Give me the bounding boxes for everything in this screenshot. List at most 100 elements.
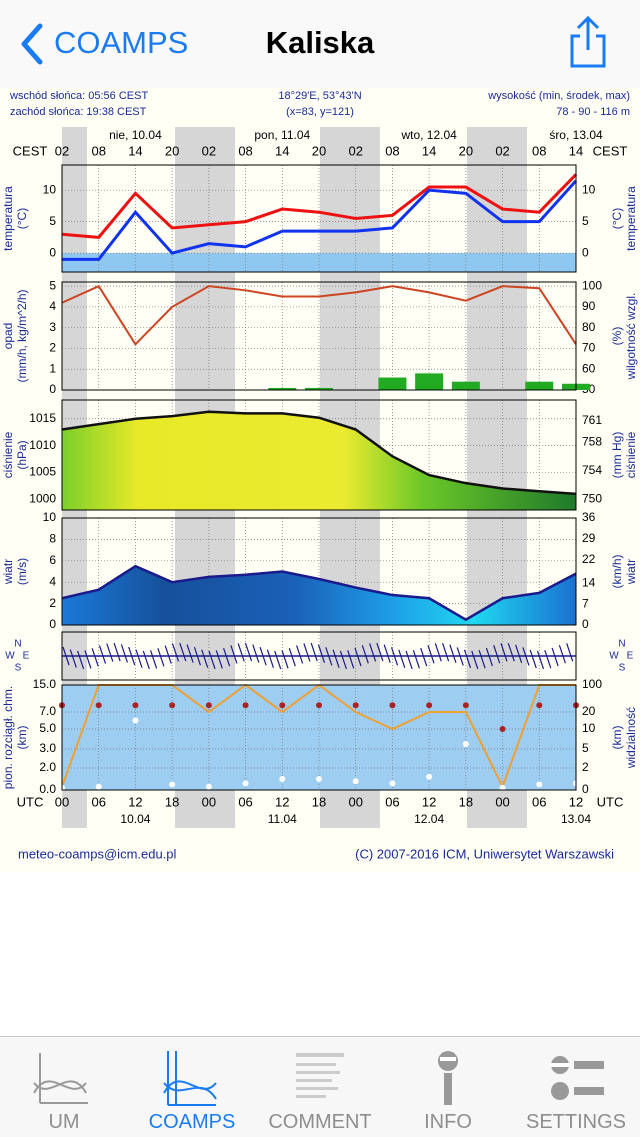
meteogram: wschód słońca: 05:56 CEST zachód słońca: … <box>0 88 640 872</box>
cest-hour: 08 <box>91 143 105 158</box>
wind-arrow <box>412 650 420 669</box>
dot <box>95 783 102 790</box>
utc-label: UTC <box>597 794 624 809</box>
y-tick-label: 6 <box>49 553 56 567</box>
wind-arrow <box>98 645 107 664</box>
dot <box>499 784 506 791</box>
right-axis-title: wiatr <box>624 559 638 585</box>
compass-letter: E <box>23 651 30 662</box>
tab-label[interactable]: COAMPS <box>148 1111 236 1133</box>
y-tick-label: 2 <box>49 596 56 610</box>
wind-arrow <box>252 644 260 663</box>
day-top: śro, 13.04 <box>549 128 603 142</box>
coords: 18°29'E, 53°43'N <box>278 90 361 102</box>
y2-tick-label: 2 <box>582 760 589 774</box>
utc-hour: 06 <box>91 794 105 809</box>
tab-label[interactable]: INFO <box>424 1111 472 1133</box>
day-bottom: 13.04 <box>561 812 591 826</box>
y-tick-label: 8 <box>49 532 56 546</box>
utc-hour: 12 <box>275 794 289 809</box>
panel-frame <box>61 281 577 391</box>
wind-arrow <box>566 643 574 662</box>
sunset: zachód słońca: 19:38 CEST <box>10 106 147 118</box>
dot <box>95 702 102 709</box>
share-button[interactable] <box>566 14 610 70</box>
dot <box>536 781 543 788</box>
y-tick-label: 1005 <box>29 465 56 479</box>
wind-arrow <box>405 650 413 670</box>
compass-letter: S <box>15 663 22 674</box>
compass-letter: W <box>609 651 619 662</box>
y-tick-label: 0 <box>49 245 56 259</box>
wind-arrow <box>369 643 377 662</box>
series-line <box>61 564 577 622</box>
left-axis-title: wiatr <box>1 559 15 585</box>
precip-bar <box>525 381 554 390</box>
day-top: nie, 10.04 <box>109 128 162 142</box>
dot <box>426 773 433 780</box>
utc-hour: 18 <box>459 794 473 809</box>
y-tick-label: 0 <box>49 617 56 631</box>
wind-arrow <box>310 642 318 662</box>
wind-arrow <box>420 647 428 667</box>
y2-tick-label: 20 <box>582 704 596 718</box>
y-tick-label: 4 <box>49 299 56 313</box>
utc-hour: 00 <box>495 794 509 809</box>
right-axis-title: ciśnienie <box>624 431 638 478</box>
utc-hour: 06 <box>532 794 546 809</box>
cest-hour: 20 <box>312 143 326 158</box>
wind-arrow <box>113 642 121 662</box>
wind-arrow <box>558 644 566 664</box>
y-tick-label: 10 <box>43 510 57 524</box>
wind-arrow <box>478 650 486 669</box>
series-line <box>62 179 578 261</box>
wind-arrow <box>215 650 223 669</box>
below-zero-fill <box>62 253 576 272</box>
y-tick-label: 3 <box>49 320 56 334</box>
y-tick-label: 0.0 <box>39 782 56 796</box>
left-axis-title: (°C) <box>15 208 29 229</box>
wind-arrow <box>164 645 172 664</box>
wind-arrow <box>91 648 99 667</box>
utc-hour: 18 <box>165 794 179 809</box>
cest-hour: 20 <box>459 143 473 158</box>
y-tick-label: 5 <box>49 214 56 228</box>
cest-hour: 14 <box>275 143 289 158</box>
series-line <box>61 410 577 496</box>
utc-hour: 18 <box>312 794 326 809</box>
wind-arrow <box>120 644 128 663</box>
y2-tick-label: 0 <box>582 782 589 796</box>
y-tick-label: 2.0 <box>39 760 56 774</box>
tab-label[interactable]: UM <box>48 1111 80 1133</box>
wind-arrow <box>398 649 406 669</box>
elevation: 78 - 90 - 116 m <box>556 106 630 118</box>
dot <box>169 781 176 788</box>
y-tick-label: 1000 <box>29 491 56 505</box>
tab-label[interactable]: SETTINGS <box>525 1111 626 1133</box>
wind-arrow <box>281 650 289 669</box>
wind-arrow <box>493 645 501 664</box>
panel-frame <box>61 164 577 273</box>
dot <box>279 702 286 709</box>
wind-arrow <box>332 649 340 668</box>
wind-arrow <box>434 643 442 662</box>
tab-label[interactable]: COMMENT <box>268 1111 372 1133</box>
wind-arrow <box>266 649 274 668</box>
back-button[interactable]: COAMPS <box>54 25 189 60</box>
y-tick-label: 5.0 <box>39 721 56 735</box>
compass-letter: S <box>619 663 626 674</box>
y-tick-label: 15.0 <box>33 677 57 691</box>
wind-arrow <box>376 642 384 662</box>
wind-arrow <box>142 650 150 670</box>
wind-arrow <box>179 642 187 662</box>
back-chevron[interactable] <box>12 14 52 74</box>
dot <box>242 702 249 709</box>
left-axis-title: (km) <box>15 726 29 750</box>
utc-hour: 06 <box>385 794 399 809</box>
dot <box>279 776 286 782</box>
compass-letter: N <box>14 639 21 650</box>
wind-arrow <box>551 647 559 667</box>
footer-email: meteo-coamps@icm.edu.pl <box>18 846 177 861</box>
